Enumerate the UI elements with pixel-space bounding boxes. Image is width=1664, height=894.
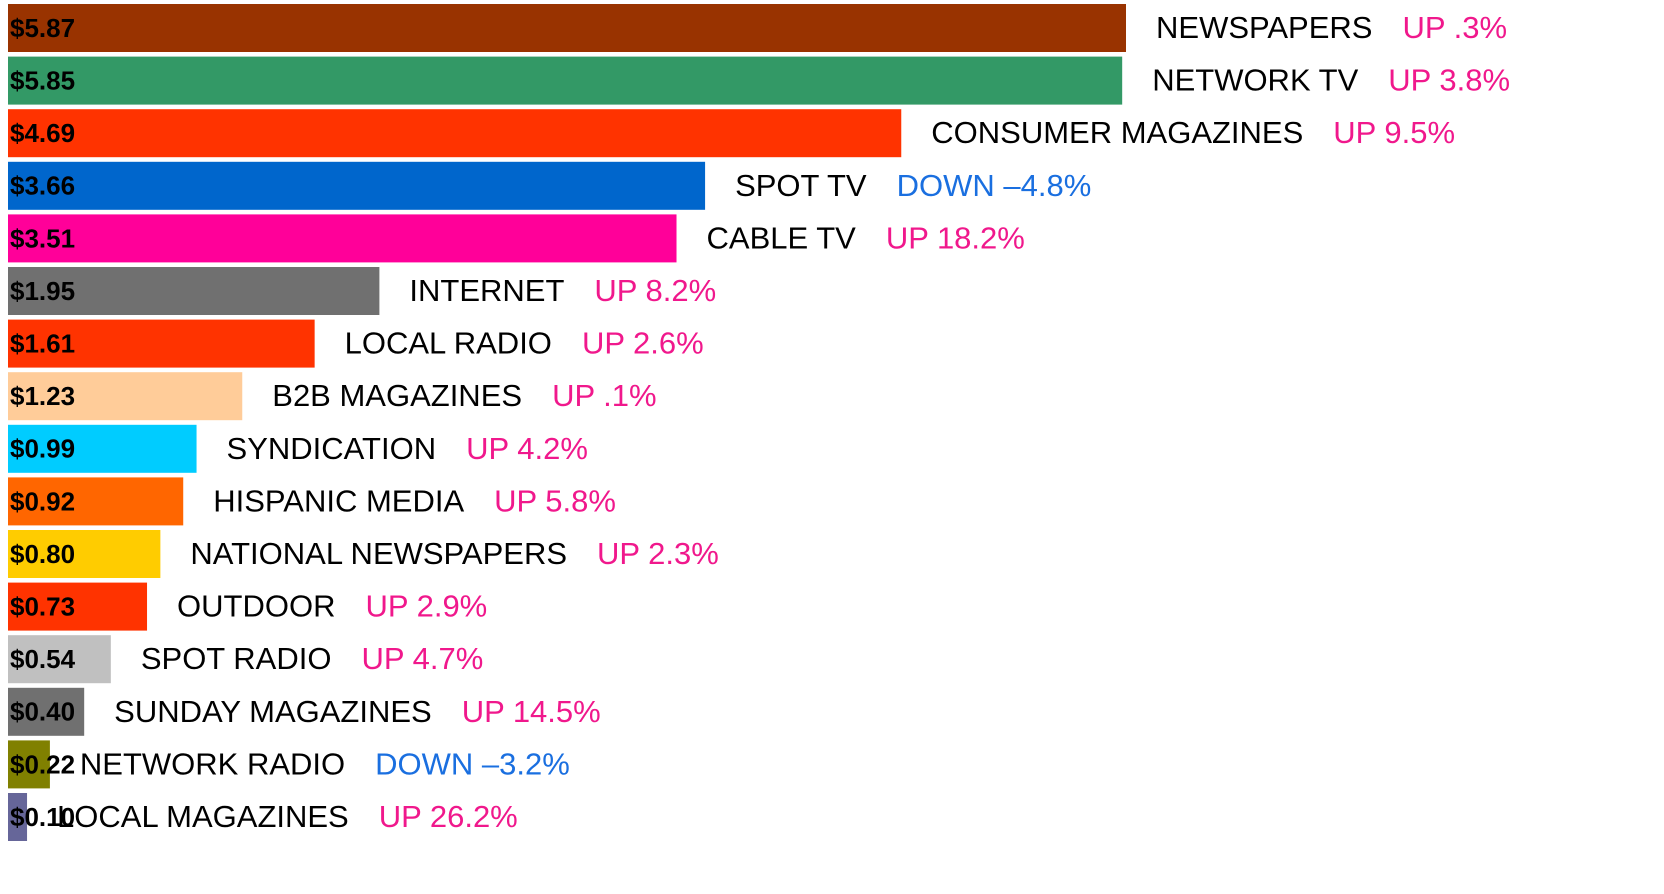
category-label: INTERNET bbox=[409, 273, 564, 308]
change-label: UP 5.8% bbox=[494, 484, 616, 519]
value-label: $0.80 bbox=[10, 539, 75, 569]
bar bbox=[8, 319, 315, 368]
bar bbox=[8, 214, 677, 263]
change-label: UP 4.2% bbox=[466, 431, 588, 466]
bar bbox=[8, 582, 148, 631]
change-label: UP 2.3% bbox=[597, 536, 719, 571]
value-label: $0.73 bbox=[10, 591, 75, 621]
bar-label: NATIONAL NEWSPAPERS UP 2.3% bbox=[190, 536, 718, 571]
bar bbox=[8, 793, 28, 841]
category-label: NATIONAL NEWSPAPERS bbox=[190, 536, 567, 571]
value-label: $5.87 bbox=[10, 13, 75, 43]
value-label: $0.22 bbox=[10, 749, 75, 779]
bar-label: OUTDOOR UP 2.9% bbox=[177, 589, 487, 624]
bar bbox=[8, 56, 1123, 105]
value-label: $3.66 bbox=[10, 171, 75, 201]
category-label: B2B MAGAZINES bbox=[272, 378, 522, 413]
value-label: $1.95 bbox=[10, 276, 75, 306]
bar-label: LOCAL RADIO UP 2.6% bbox=[345, 326, 704, 361]
category-label: SUNDAY MAGAZINES bbox=[114, 694, 432, 729]
bar-label: SUNDAY MAGAZINES UP 14.5% bbox=[114, 694, 601, 729]
change-label: UP 2.9% bbox=[365, 589, 487, 624]
bar-label: B2B MAGAZINES UP .1% bbox=[272, 378, 656, 413]
category-label: LOCAL MAGAZINES bbox=[57, 799, 349, 834]
bar bbox=[8, 161, 706, 210]
change-label: UP 14.5% bbox=[462, 694, 601, 729]
category-label: NETWORK RADIO bbox=[80, 747, 345, 782]
value-label: $0.54 bbox=[10, 644, 76, 674]
bar-label: NETWORK TV UP 3.8% bbox=[1152, 63, 1510, 98]
bar-label: LOCAL MAGAZINES UP 26.2% bbox=[57, 799, 518, 834]
category-label: SPOT TV bbox=[735, 168, 867, 203]
bar-label: HISPANIC MEDIA UP 5.8% bbox=[213, 484, 616, 519]
bar-label: INTERNET UP 8.2% bbox=[409, 273, 716, 308]
change-label: DOWN –3.2% bbox=[375, 747, 570, 782]
category-label: CONSUMER MAGAZINES bbox=[931, 115, 1303, 150]
category-label: SYNDICATION bbox=[227, 431, 437, 466]
bar-label: NETWORK RADIO DOWN –3.2% bbox=[80, 747, 570, 782]
value-label: $5.85 bbox=[10, 65, 75, 95]
bar bbox=[8, 4, 1126, 52]
category-label: NETWORK TV bbox=[1152, 63, 1358, 98]
change-label: UP .3% bbox=[1402, 10, 1507, 45]
value-label: $4.69 bbox=[10, 118, 75, 148]
bar-label: SPOT TV DOWN –4.8% bbox=[735, 168, 1091, 203]
change-label: UP 3.8% bbox=[1388, 63, 1510, 98]
value-label: $0.10 bbox=[10, 802, 75, 832]
bar bbox=[8, 635, 111, 684]
category-label: LOCAL RADIO bbox=[345, 326, 552, 361]
bar bbox=[8, 424, 197, 473]
bar-label: SPOT RADIO UP 4.7% bbox=[141, 641, 483, 676]
bar bbox=[8, 267, 380, 315]
change-label: UP 9.5% bbox=[1333, 115, 1455, 150]
change-label: UP .1% bbox=[552, 378, 657, 413]
category-label: CABLE TV bbox=[707, 221, 857, 256]
bar-label: NEWSPAPERS UP .3% bbox=[1156, 10, 1507, 45]
value-label: $0.92 bbox=[10, 486, 75, 516]
category-label: OUTDOOR bbox=[177, 589, 335, 624]
change-label: UP 18.2% bbox=[886, 221, 1025, 256]
bar-label: CONSUMER MAGAZINES UP 9.5% bbox=[931, 115, 1455, 150]
value-label: $1.61 bbox=[10, 328, 75, 358]
bar bbox=[8, 740, 50, 789]
change-label: DOWN –4.8% bbox=[897, 168, 1092, 203]
value-label: $3.51 bbox=[10, 223, 75, 253]
category-label: SPOT RADIO bbox=[141, 641, 332, 676]
bar bbox=[8, 530, 161, 578]
category-label: NEWSPAPERS bbox=[1156, 10, 1372, 45]
bar bbox=[8, 109, 902, 158]
change-label: UP 8.2% bbox=[594, 273, 716, 308]
change-label: UP 2.6% bbox=[582, 326, 704, 361]
value-label: $0.40 bbox=[10, 697, 75, 727]
change-label: UP 26.2% bbox=[379, 799, 518, 834]
value-label: $1.23 bbox=[10, 381, 75, 411]
bar-label: CABLE TV UP 18.2% bbox=[707, 221, 1025, 256]
change-label: UP 4.7% bbox=[361, 641, 483, 676]
bar bbox=[8, 372, 243, 421]
bar bbox=[8, 477, 184, 526]
category-label: HISPANIC MEDIA bbox=[213, 484, 464, 519]
bar bbox=[8, 687, 85, 736]
bar-label: SYNDICATION UP 4.2% bbox=[227, 431, 588, 466]
value-label: $0.99 bbox=[10, 434, 75, 464]
